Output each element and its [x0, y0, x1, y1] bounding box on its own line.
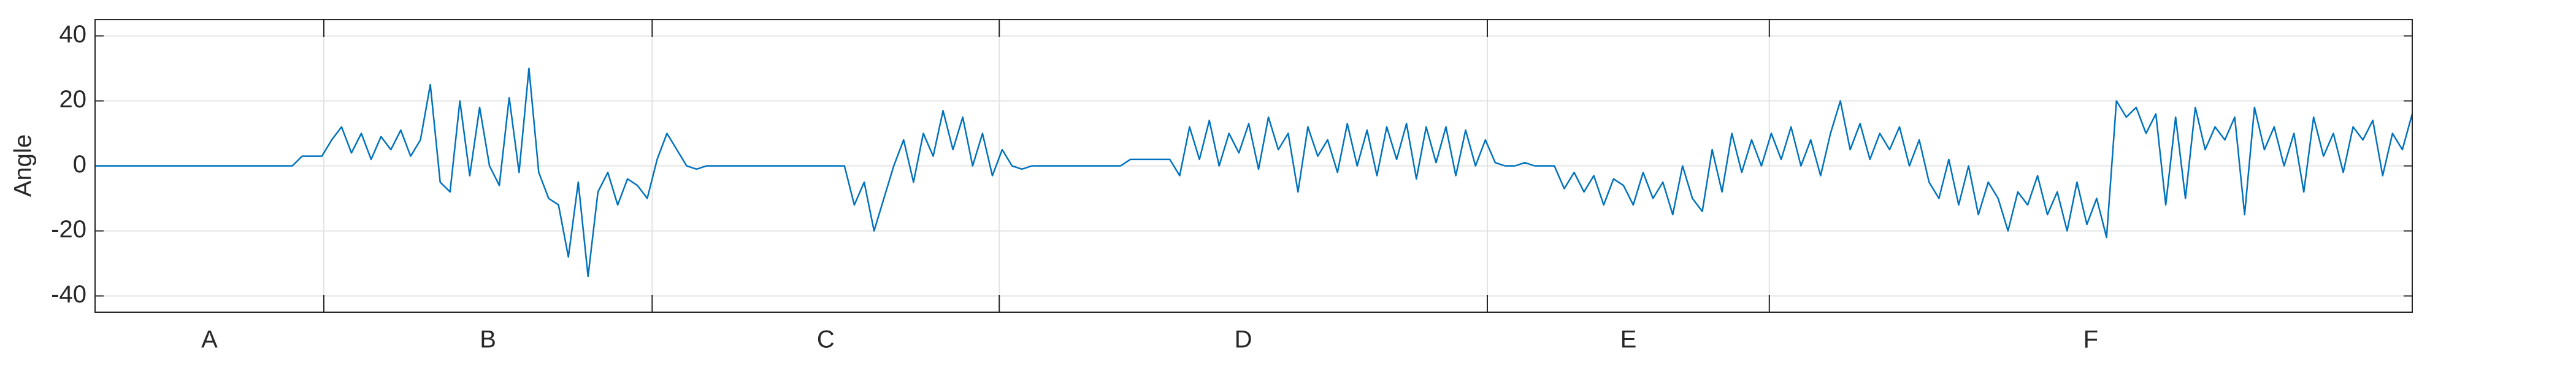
plot-frame	[94, 19, 2413, 313]
y-tick-label: 20	[59, 86, 87, 113]
y-tick-label: 0	[73, 151, 86, 178]
y-tick-label: -20	[51, 216, 86, 243]
line-series	[95, 67, 2413, 277]
x-tick-label: E	[1620, 326, 1637, 353]
x-tick-label: D	[1235, 326, 1252, 353]
y-tick-label: -40	[51, 281, 86, 308]
x-tick-label: C	[817, 326, 835, 353]
x-tick-label: F	[2083, 326, 2098, 353]
x-tick-label: A	[201, 326, 218, 353]
y-tick-label: 40	[59, 21, 87, 48]
y-axis-label: Angle	[10, 134, 37, 197]
x-tick-label: B	[480, 326, 496, 353]
